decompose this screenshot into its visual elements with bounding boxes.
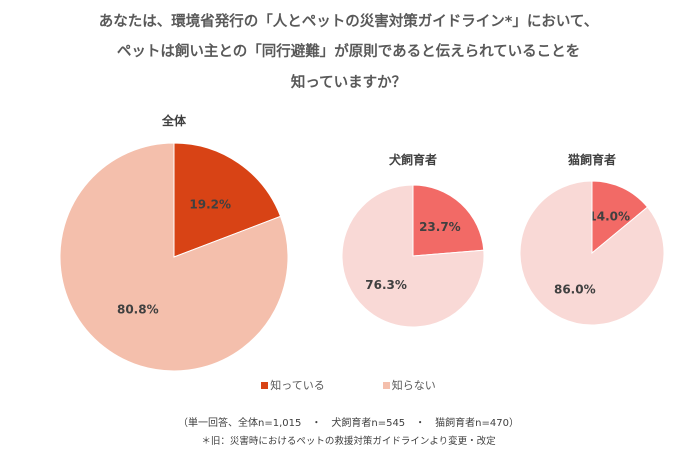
chart-title-line-3: 知っていますか？ — [290, 75, 407, 91]
pie-slice-overall-not-know — [59, 142, 289, 372]
chart-title-line-2: ペットは飼い主との「同行避難」が原則であると伝えられていることを — [116, 44, 581, 60]
legend-swatch-not-know — [382, 381, 390, 389]
pie-label-dog-know: 23.7% — [419, 220, 461, 234]
legend-label-not-know: 知らない — [391, 379, 436, 392]
chart-title-line-1: あなたは、環境省発行の「人とペットの災害対策ガイドライン*」において、 — [98, 14, 599, 30]
legend-label-know: 知っている — [270, 379, 325, 392]
pie-slice-cat-not-know — [519, 180, 665, 326]
pie-label-overall-know: 19.2% — [189, 197, 231, 211]
pie-label-overall-not-know: 80.8% — [117, 303, 159, 317]
legend-swatch-know — [261, 381, 269, 389]
pie-title-cat: 猫飼育者 — [568, 152, 616, 167]
pie-slice-overall-know — [173, 142, 282, 258]
sample-size-note: （単一回答、全体n=1,015 ・ 犬飼育者n=545 ・ 猫飼育者n=470） — [178, 418, 519, 429]
pie-slice-dog-not-know — [341, 184, 485, 328]
pie-title-overall: 全体 — [161, 113, 187, 128]
pie-slice-cat-know — [591, 180, 649, 255]
pie-slice-dog-know — [412, 184, 485, 257]
legend: 知っている 知らない — [0, 377, 697, 393]
pie-label-cat-not-know: 86.0% — [554, 283, 596, 297]
legend-item-not-know: 知らない — [382, 377, 436, 393]
pie-title-dog: 犬飼育者 — [389, 152, 437, 167]
pie-label-dog-not-know: 76.3% — [365, 278, 407, 292]
pie-label-cat-know: 14.0% — [588, 210, 630, 224]
source-note: ＊旧：災害時におけるペットの救援対策ガイドラインより変更・改定 — [201, 436, 496, 447]
legend-item-know: 知っている — [261, 377, 325, 393]
